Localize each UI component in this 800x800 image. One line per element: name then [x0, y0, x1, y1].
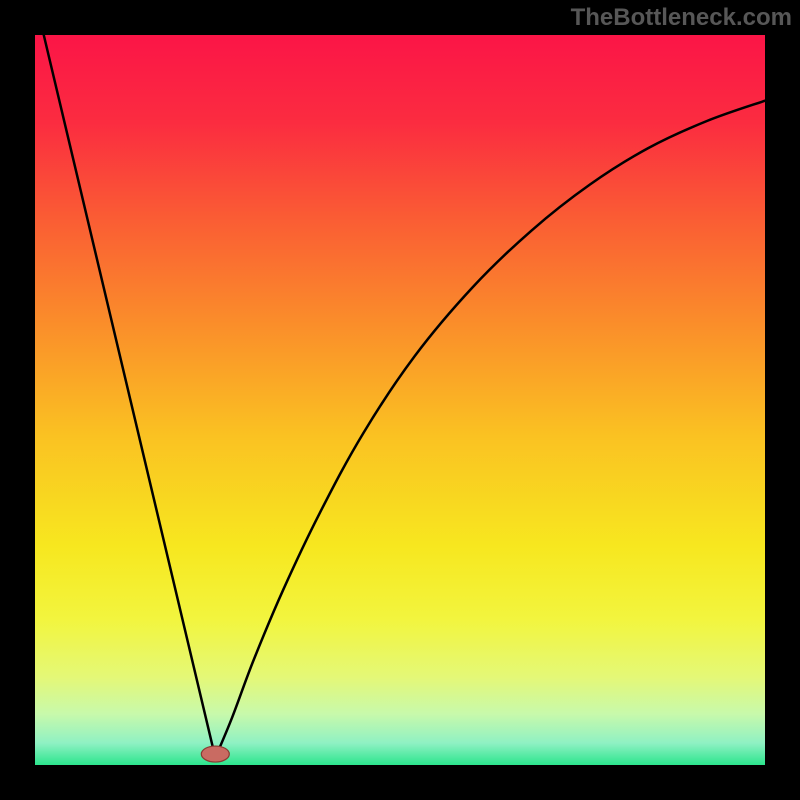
- chart-plot: [0, 0, 800, 800]
- watermark-text: TheBottleneck.com: [571, 4, 792, 32]
- bottleneck-chart: TheBottleneck.com: [0, 0, 800, 800]
- minimum-marker: [201, 746, 229, 762]
